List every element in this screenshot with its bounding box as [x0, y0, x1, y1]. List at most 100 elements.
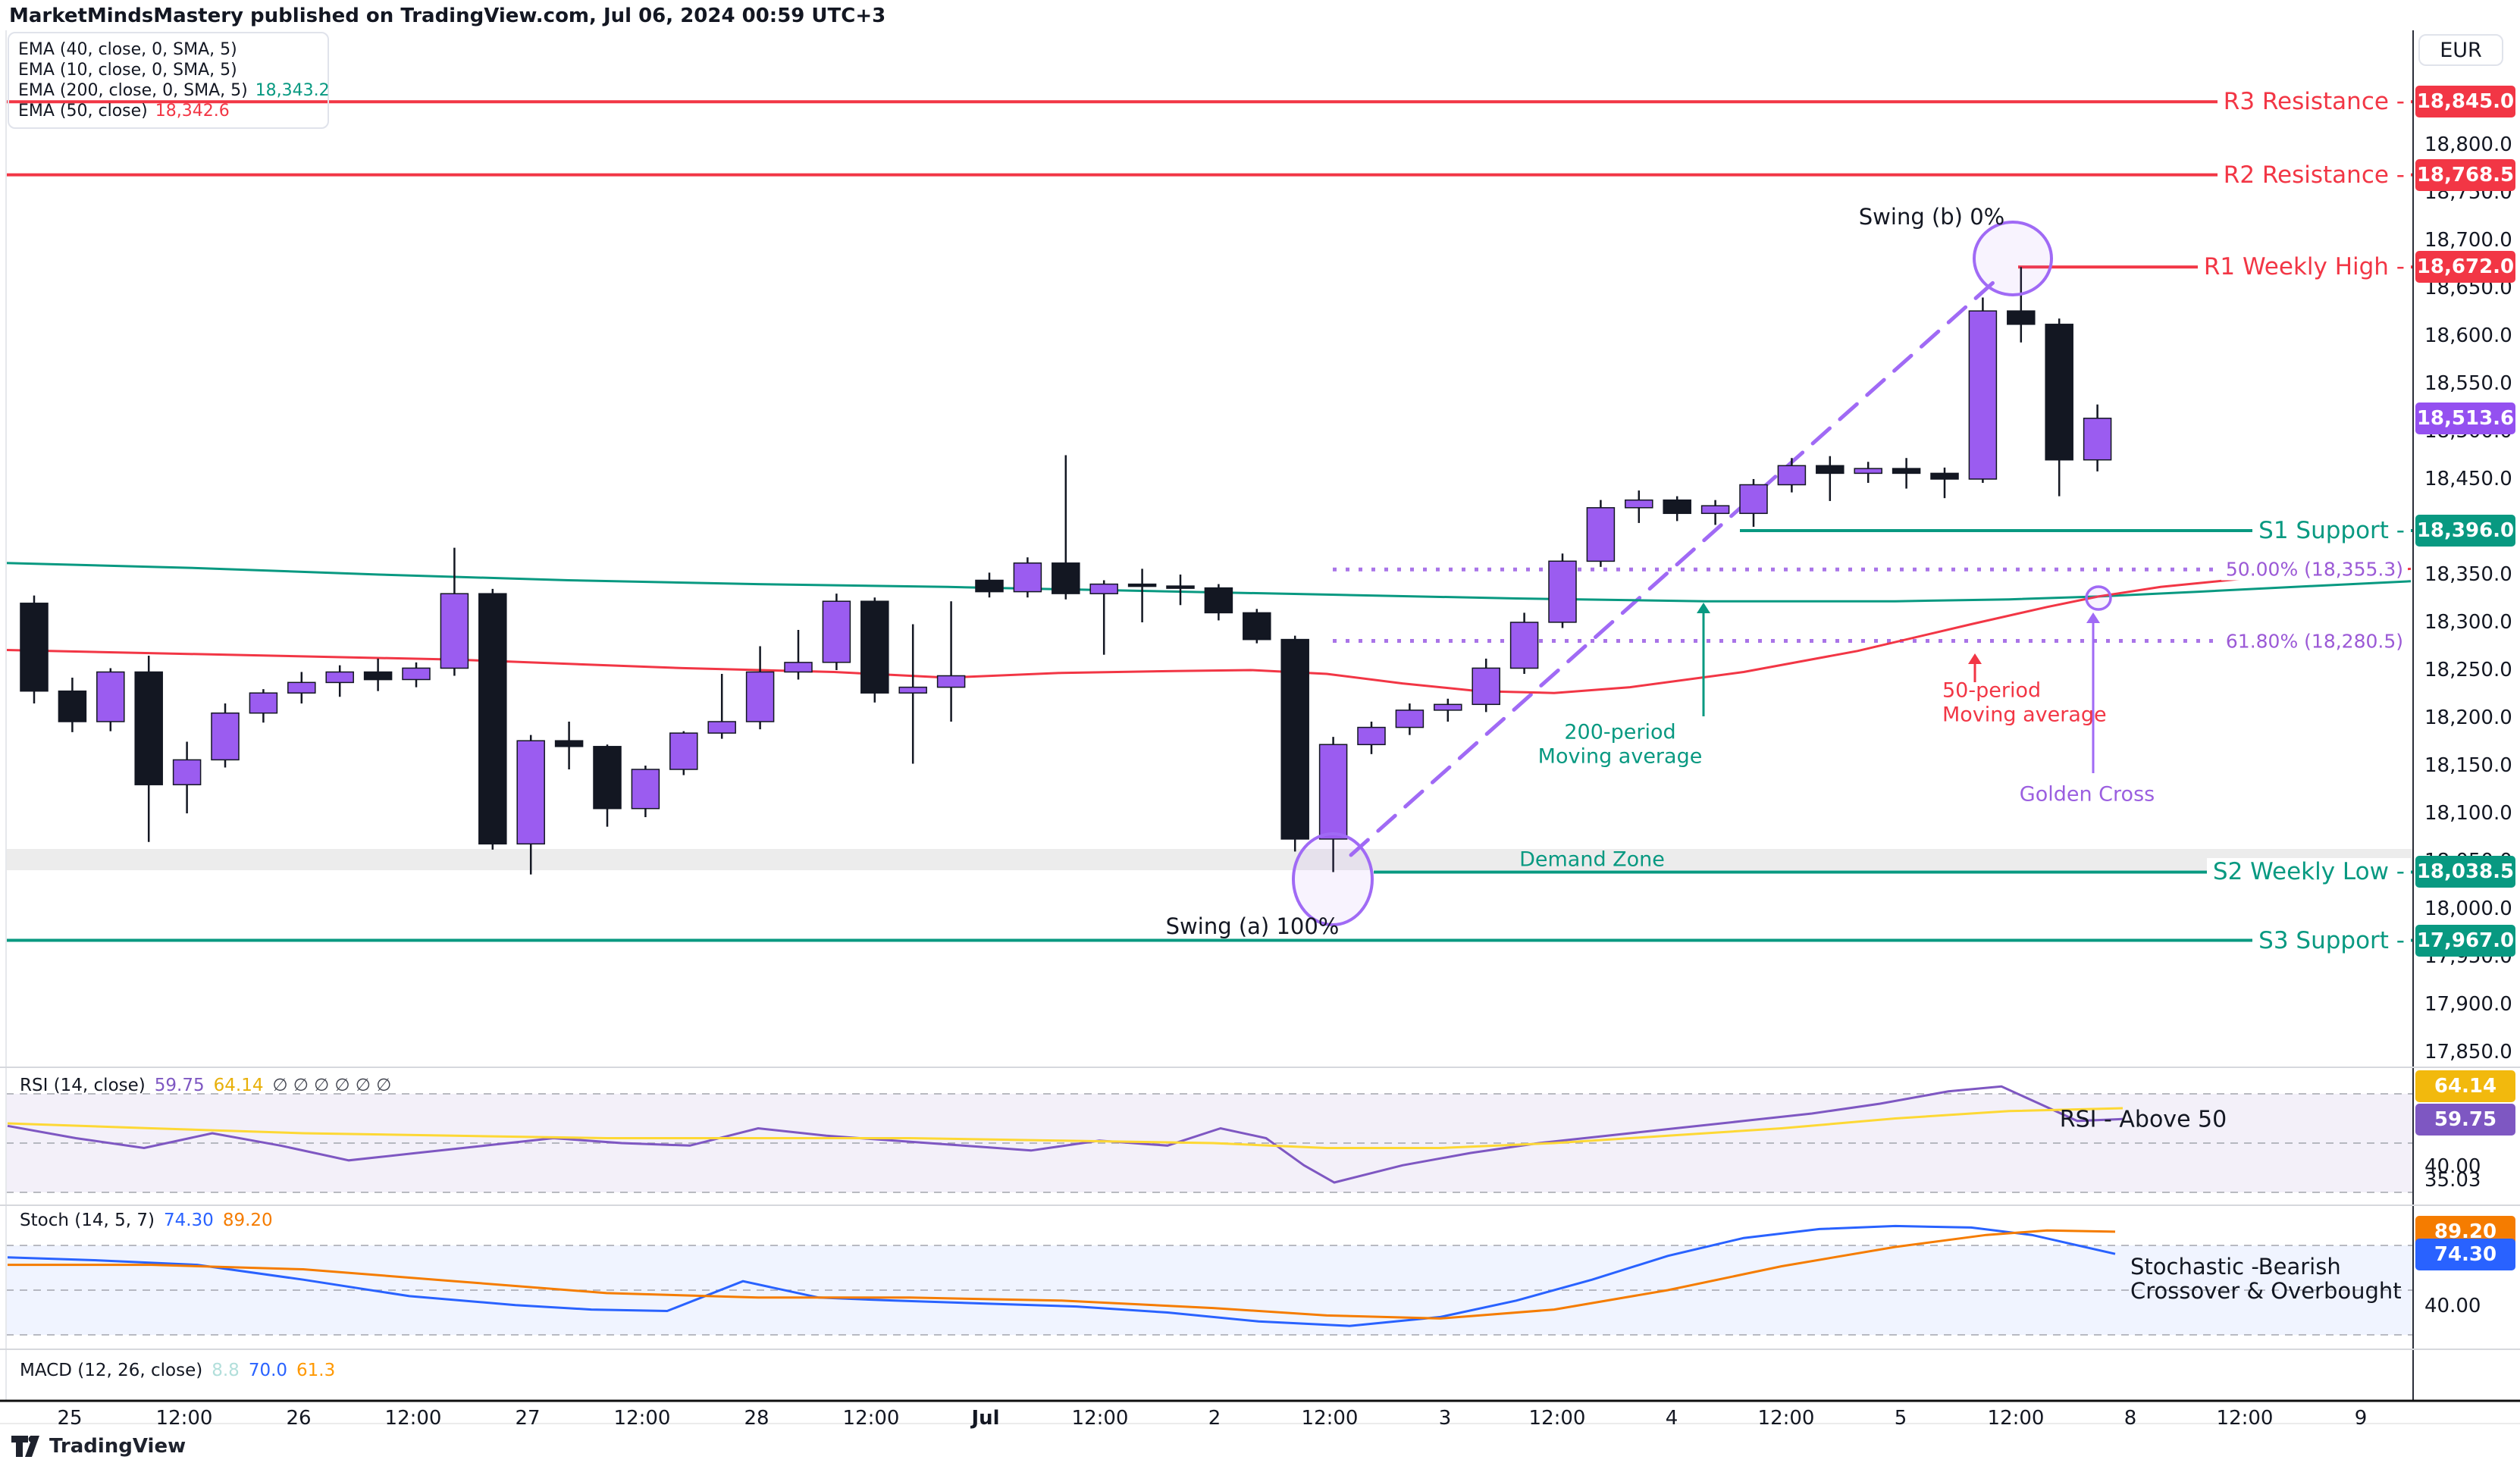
- candle: [1816, 465, 1845, 475]
- ma200-line: [5, 562, 2412, 603]
- ema-legend-label: EMA (200, close, 0, SMA, 5): [18, 81, 248, 100]
- price-tick: 17,900.0: [2424, 992, 2512, 1016]
- candle: [516, 740, 545, 845]
- candle: [58, 690, 87, 722]
- price-tick: 18,700.0: [2424, 228, 2512, 252]
- price-tick: 18,600.0: [2424, 324, 2512, 347]
- price-tick: 18,200.0: [2424, 706, 2512, 729]
- candle: [440, 593, 469, 669]
- price-badge: 18,396.0: [2415, 515, 2515, 547]
- candle: [249, 692, 278, 714]
- candle: [1663, 499, 1691, 515]
- tradingview-icon: [11, 1436, 39, 1457]
- price-badge: 64.14: [2415, 1070, 2515, 1102]
- time-tick: 4: [1665, 1407, 1678, 1430]
- candle: [1127, 583, 1157, 587]
- candle: [134, 671, 163, 785]
- candle: [287, 681, 316, 694]
- arrow-head: [1697, 603, 1710, 613]
- rsi-legend-value: ∅ ∅ ∅ ∅ ∅ ∅: [272, 1076, 392, 1095]
- candle: [936, 675, 966, 688]
- ma50-line: [5, 567, 2412, 694]
- candle: [745, 671, 775, 722]
- candle: [478, 593, 507, 845]
- candle: [2007, 310, 2036, 325]
- stoch-legend-label: Stoch (14, 5, 7): [20, 1211, 155, 1230]
- level-label: R3 Resistance -: [2217, 88, 2411, 115]
- ema-legend-label: EMA (10, close, 0, SMA, 5): [18, 61, 237, 80]
- candle: [1739, 484, 1768, 515]
- swing-b-label: Swing (b) 0%: [1858, 204, 2005, 230]
- candle: [975, 579, 1004, 593]
- ema-legend-label: EMA (40, close, 0, SMA, 5): [18, 40, 237, 59]
- candle: [211, 712, 240, 761]
- candle: [1625, 499, 1653, 509]
- candle: [593, 746, 622, 810]
- arrow-head: [1968, 653, 1982, 664]
- candle: [898, 686, 927, 694]
- candle: [1318, 744, 1348, 840]
- ema-legend-label: EMA (50, close): [18, 102, 148, 121]
- level-label: S1 Support -: [2252, 517, 2411, 544]
- candle: [1777, 465, 1807, 486]
- candle: [1509, 622, 1539, 669]
- golden-cross-circle: [2085, 585, 2112, 611]
- candle: [1854, 468, 1882, 475]
- macd-legend: MACD (12, 26, close) 8.8 70.0 61.3: [20, 1361, 335, 1380]
- time-scale[interactable]: 25 12:00 26 12:00 27 12:00 28 12:00 Jul 12:00 2 12:…: [0, 1401, 2520, 1445]
- publish-header: MarketMindsMastery published on TradingV…: [9, 5, 886, 27]
- stoch-legend-value: 89.20: [222, 1211, 273, 1230]
- macd-legend-value: 8.8: [212, 1361, 240, 1380]
- ema-legend-row: EMA (10, close, 0, SMA, 5): [18, 60, 318, 80]
- candle: [860, 600, 889, 694]
- time-tick: 5: [1894, 1407, 1907, 1430]
- candle: [402, 667, 431, 681]
- ma50-label-line2: Moving average: [1942, 703, 2107, 727]
- rsi-ma-line: [7, 1107, 2124, 1149]
- tradingview-wordmark: TradingView: [49, 1435, 186, 1458]
- candle: [822, 600, 851, 663]
- price-badge: 74.30: [2415, 1239, 2515, 1270]
- time-tick: 3: [1438, 1407, 1452, 1430]
- ema-legend: EMA (40, close, 0, SMA, 5) EMA (10, close…: [8, 32, 330, 129]
- price-scale[interactable]: 18,850.018,800.018,750.018,700.018,650.0…: [2414, 30, 2520, 1401]
- macd-legend-value: 61.3: [296, 1361, 336, 1380]
- macd-legend-value: 70.0: [248, 1361, 288, 1380]
- candle: [363, 671, 393, 681]
- candle: [1013, 562, 1042, 593]
- price-badge: 18,845.0: [2415, 86, 2515, 118]
- ema-legend-row: EMA (200, close, 0, SMA, 5) 18,343.2: [18, 80, 330, 101]
- price-tick: 18,350.0: [2424, 562, 2512, 586]
- stoch-legend-value: 74.30: [163, 1211, 214, 1230]
- price-badge: 18,038.5: [2415, 856, 2515, 888]
- price-tick: 18,150.0: [2424, 753, 2512, 777]
- currency-button[interactable]: EUR: [2418, 34, 2503, 66]
- rsi-legend-label: RSI (14, close): [20, 1076, 146, 1095]
- price-badge: 18,513.6: [2415, 402, 2515, 434]
- candle: [669, 732, 698, 770]
- time-tick: Jul: [971, 1407, 1000, 1430]
- level-label: S3 Support -: [2252, 927, 2411, 954]
- price-tick: 18,800.0: [2424, 133, 2512, 156]
- rsi-legend-value: 64.14: [213, 1076, 264, 1095]
- candle: [1472, 667, 1500, 706]
- tradingview-logo[interactable]: TradingView: [11, 1435, 186, 1458]
- time-tick: 12:00: [1071, 1407, 1129, 1430]
- swing-a-label: Swing (a) 100%: [1165, 913, 1340, 939]
- candle: [1052, 562, 1080, 594]
- demand-zone-label: Demand Zone: [1519, 847, 1665, 872]
- price-tick: 40.00: [2424, 1295, 2481, 1317]
- candle: [1395, 710, 1425, 728]
- rsi-legend-value: 59.75: [154, 1076, 205, 1095]
- rsi-note: RSI - Above 50: [2059, 1106, 2227, 1133]
- candle: [2045, 324, 2073, 461]
- ma200-label-line1: 200-period: [1564, 720, 1676, 744]
- arrow-head: [2086, 612, 2100, 623]
- price-badge: 59.75: [2415, 1104, 2515, 1136]
- price-tick: 18,100.0: [2424, 801, 2512, 825]
- candle: [325, 671, 354, 684]
- price-badge: 18,768.5: [2415, 158, 2515, 191]
- time-tick: 27: [515, 1407, 541, 1430]
- price-badge: 17,967.0: [2415, 924, 2515, 957]
